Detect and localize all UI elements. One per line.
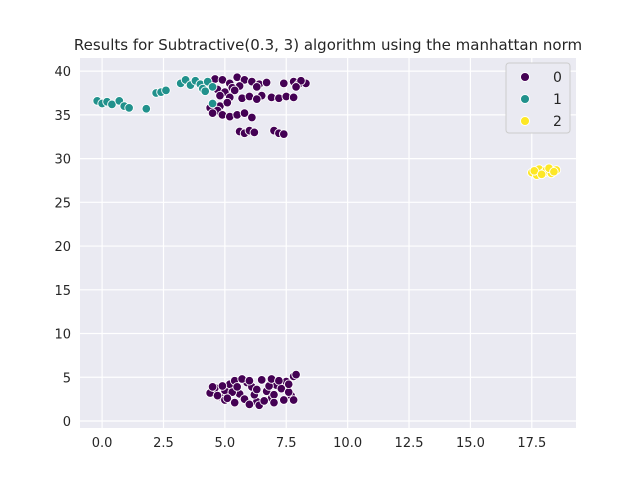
scatter-point-series-0: [269, 390, 279, 400]
legend-marker: [520, 94, 530, 104]
scatter-point-series-0: [259, 396, 269, 406]
plot-area: [80, 58, 576, 428]
x-tick-label: 5.0: [215, 436, 236, 451]
scatter-point-series-0: [288, 92, 299, 103]
scatter-point-series-0: [279, 395, 289, 405]
x-tick-labels: 0.0 2.5 5.0 7.5 10.0 12.5 15.0 17.5: [92, 436, 547, 451]
legend: 0 1 2: [505, 62, 571, 134]
y-tick-label: 30: [54, 153, 71, 168]
x-tick-label: 12.5: [395, 436, 424, 451]
scatter-point-series-0: [256, 375, 267, 385]
scatter-point-series-0: [291, 369, 301, 380]
scatter-point-series-0: [269, 397, 279, 408]
x-tick-label: 7.5: [276, 436, 297, 451]
x-tick-label: 2.5: [153, 436, 174, 451]
legend-label: 0: [553, 70, 562, 86]
scatter-point-series-0: [212, 390, 223, 401]
y-tick-label: 5: [63, 371, 71, 386]
scatter-point-series-0: [229, 397, 240, 408]
y-tick-label: 20: [54, 240, 71, 255]
y-tick-labels: 0 5 10 15 20 25 30 35 40: [54, 65, 71, 430]
grid: [80, 58, 576, 428]
scatter-point-series-0: [288, 395, 299, 405]
legend-marker: [520, 116, 530, 126]
legend-label: 1: [553, 92, 562, 108]
scatter-point-series-0: [279, 78, 289, 89]
scatter-point-series-1: [124, 103, 134, 113]
scatter-point-series-0: [222, 393, 233, 404]
scatter-point-series-0: [279, 129, 289, 139]
scatter-point-series-0: [222, 97, 233, 108]
x-tick-label: 17.5: [517, 436, 546, 451]
legend-marker: [520, 72, 530, 82]
scatter-point-series-0: [252, 94, 262, 104]
scatter-point-series-0: [291, 82, 301, 92]
scatter-point-series-0: [247, 112, 257, 123]
y-tick-label: 35: [54, 109, 71, 124]
y-tick-label: 25: [54, 196, 71, 211]
scatter-point-series-1: [141, 103, 152, 114]
scatter-point-series-2: [536, 169, 547, 180]
scatter-point-series-0: [239, 108, 250, 118]
y-tick-label: 10: [54, 328, 71, 343]
scatter-point-series-0: [215, 90, 225, 101]
scatter-point-series-0: [249, 127, 260, 138]
scatter-point-series-0: [244, 399, 255, 410]
scatter-point-series-0: [252, 82, 262, 92]
data-points: [92, 72, 562, 411]
scatter-point-series-0: [283, 387, 294, 397]
scatter-point-series-0: [252, 384, 262, 395]
scatter-point-series-1: [200, 86, 210, 96]
scatter-point-series-1: [207, 82, 218, 92]
scatter-point-series-0: [274, 376, 284, 386]
scatter-point-series-2: [549, 166, 559, 177]
y-tick-label: 0: [63, 415, 71, 430]
scatter-point-series-0: [232, 382, 242, 392]
scatter-point-series-0: [283, 379, 294, 390]
scatter-point-series-1: [207, 98, 218, 109]
scatter-point-series-0: [229, 85, 240, 96]
scatter-point-series-1: [161, 85, 171, 96]
y-tick-label: 40: [54, 65, 71, 80]
scatter-point-series-0: [261, 77, 272, 88]
scatter-point-series-0: [207, 382, 218, 392]
scatter-point-series-0: [207, 108, 218, 118]
chart-title: Results for Subtractive(0.3, 3) algorith…: [74, 36, 582, 54]
legend-label: 2: [553, 114, 562, 130]
x-tick-label: 0.0: [92, 436, 113, 451]
x-tick-label: 15.0: [456, 436, 485, 451]
x-tick-label: 10.0: [333, 436, 362, 451]
y-tick-label: 15: [54, 284, 71, 299]
scatter-point-series-0: [296, 75, 306, 86]
scatter-point-series-0: [244, 376, 255, 386]
scatter-point-series-0: [217, 381, 228, 391]
